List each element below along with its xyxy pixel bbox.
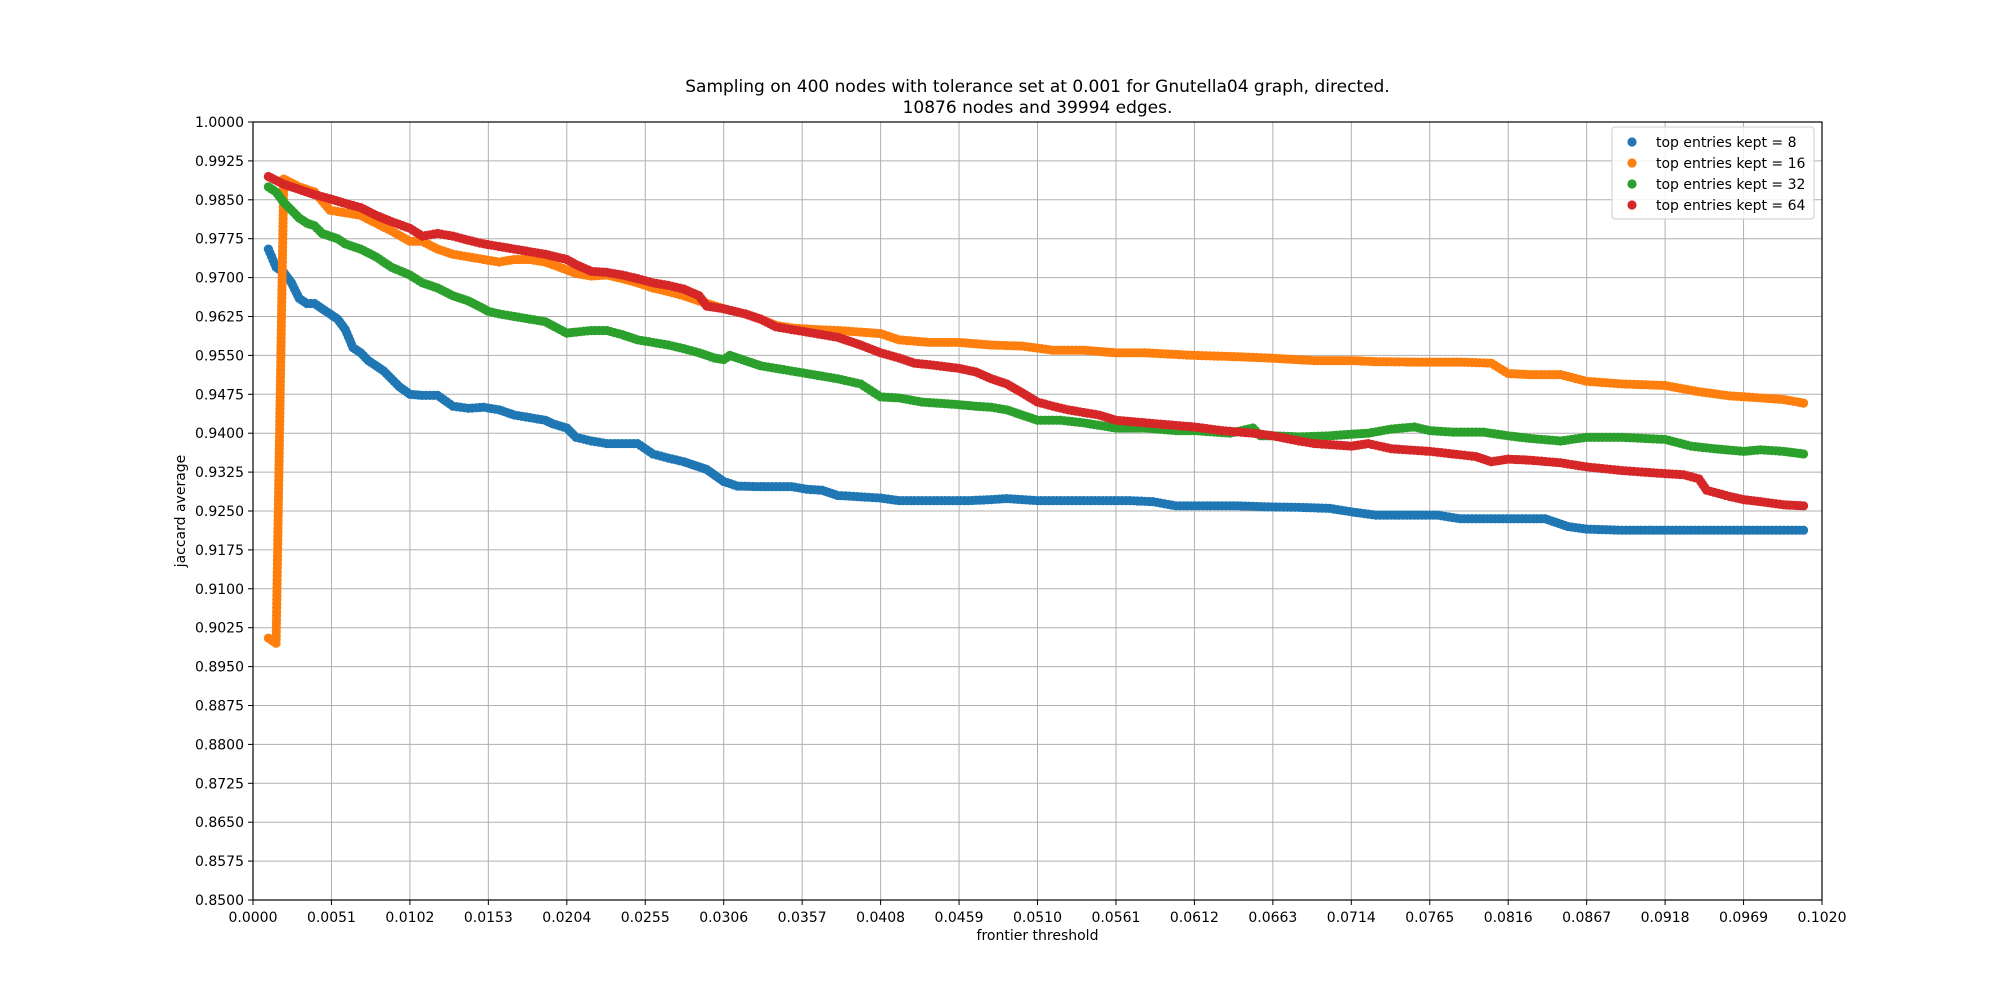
x-tick-label: 0.0000 (229, 910, 278, 926)
legend-label: top entries kept = 64 (1656, 198, 1806, 214)
y-tick-label: 0.9025 (195, 621, 244, 637)
y-tick-label: 0.9775 (195, 232, 244, 248)
y-axis-label: jaccard average (173, 455, 189, 569)
x-tick-label: 0.0459 (935, 910, 984, 926)
legend-marker (1627, 179, 1637, 189)
x-tick-label: 0.0714 (1327, 910, 1376, 926)
x-tick-label: 0.0204 (542, 910, 591, 926)
legend-marker (1627, 200, 1637, 210)
x-tick-label: 0.0510 (1013, 910, 1062, 926)
y-tick-label: 0.8800 (195, 737, 244, 753)
y-tick-label: 0.8650 (195, 815, 244, 831)
x-tick-label: 0.0357 (778, 910, 827, 926)
chart-subtitle: 10876 nodes and 39994 edges. (903, 98, 1173, 118)
series-2 (263, 182, 1809, 459)
x-tick-label: 0.0255 (621, 910, 670, 926)
data-point (1798, 449, 1809, 459)
y-tick-label: 0.9475 (195, 387, 244, 403)
x-tick-label: 0.1020 (1798, 910, 1847, 926)
data-point (1798, 525, 1809, 535)
y-tick-label: 0.9100 (195, 582, 244, 598)
y-tick-label: 0.8575 (195, 854, 244, 870)
y-tick-label: 0.9325 (195, 465, 244, 481)
y-tick-label: 0.9925 (195, 154, 244, 170)
data-points (263, 171, 1809, 648)
legend: top entries kept = 8 top entries kept = 1… (1611, 126, 1815, 220)
legend-marker (1627, 158, 1637, 168)
y-tick-label: 0.9250 (195, 504, 244, 520)
x-tick-label: 0.0408 (856, 910, 905, 926)
data-point (1798, 398, 1809, 408)
series-0 (263, 244, 1809, 535)
legend-box (1611, 126, 1815, 220)
y-tick-label: 0.9625 (195, 310, 244, 326)
x-axis-label: frontier threshold (977, 928, 1099, 944)
x-axis-ticks: 0.0000 0.0051 0.0102 0.0153 0.0204 0.0255 0.03… (229, 900, 1847, 926)
y-tick-label: 1.0000 (195, 115, 244, 131)
y-tick-label: 0.9400 (195, 426, 244, 442)
y-tick-label: 0.8875 (195, 699, 244, 715)
x-tick-label: 0.0969 (1719, 910, 1768, 926)
x-tick-label: 0.0663 (1248, 910, 1297, 926)
series-3 (263, 171, 1809, 511)
y-tick-label: 0.8725 (195, 776, 244, 792)
x-tick-label: 0.0612 (1170, 910, 1219, 926)
x-tick-label: 0.0306 (699, 910, 748, 926)
y-tick-label: 0.8950 (195, 660, 244, 676)
x-tick-label: 0.0051 (307, 910, 356, 926)
y-tick-label: 0.9550 (195, 348, 244, 364)
chart-title: Sampling on 400 nodes with tolerance set… (685, 77, 1390, 97)
x-tick-label: 0.0918 (1641, 910, 1690, 926)
y-tick-label: 0.8500 (195, 893, 244, 909)
data-point (1798, 501, 1809, 511)
legend-marker (1627, 137, 1637, 147)
legend-label: top entries kept = 16 (1656, 156, 1806, 172)
x-tick-label: 0.0561 (1091, 910, 1140, 926)
y-tick-label: 0.9700 (195, 271, 244, 287)
legend-label: top entries kept = 32 (1656, 177, 1805, 193)
x-tick-label: 0.0867 (1562, 910, 1611, 926)
x-tick-label: 0.0153 (464, 910, 513, 926)
x-tick-label: 0.0765 (1405, 910, 1454, 926)
y-tick-label: 0.9850 (195, 193, 244, 209)
grid (252, 121, 1823, 901)
y-axis-ticks: 0.8500 0.8575 0.8650 0.8725 0.8800 0.8875 0.89… (195, 115, 253, 909)
y-tick-label: 0.9175 (195, 543, 244, 559)
x-tick-label: 0.0816 (1484, 910, 1533, 926)
legend-label: top entries kept = 8 (1656, 135, 1797, 151)
x-tick-label: 0.0102 (385, 910, 434, 926)
